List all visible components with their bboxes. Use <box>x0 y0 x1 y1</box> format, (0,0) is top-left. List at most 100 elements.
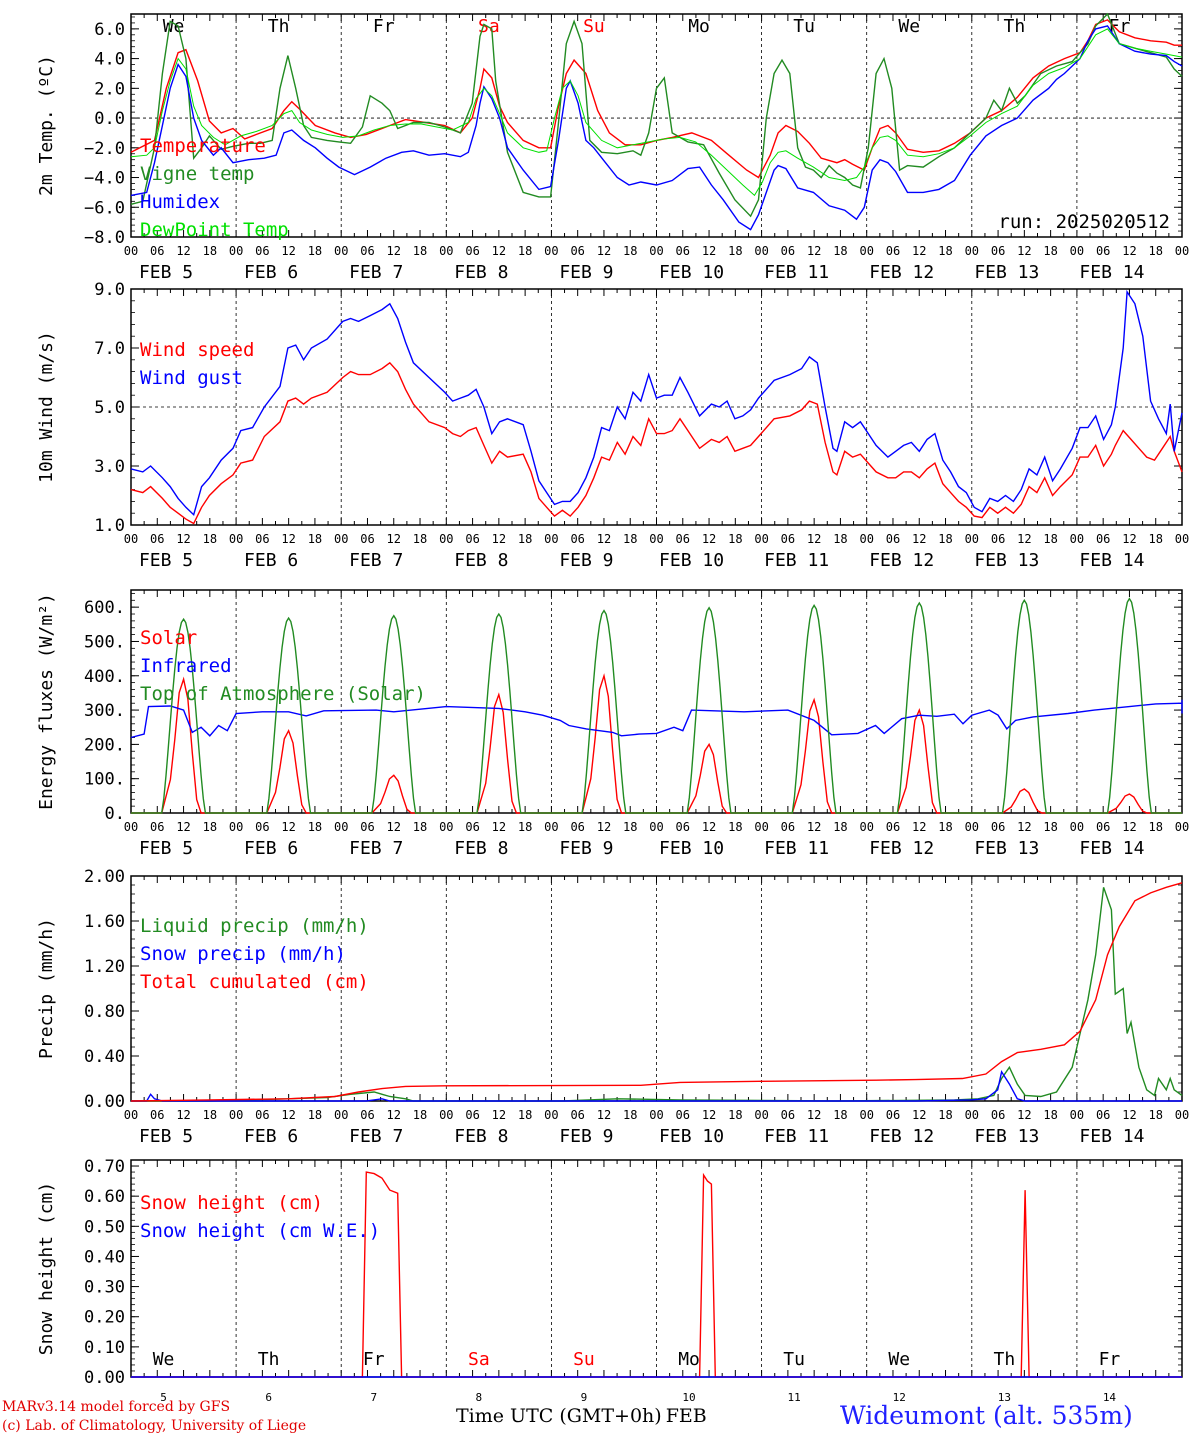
hour-tick-label: 00 <box>754 244 768 258</box>
hour-tick-label: 06 <box>150 244 164 258</box>
hour-tick-label: 00 <box>544 244 558 258</box>
hour-tick-label: 18 <box>518 1108 532 1122</box>
hour-tick-label: 12 <box>1122 532 1136 546</box>
hour-tick-label: 06 <box>255 820 269 834</box>
hour-tick-label: 18 <box>1148 1108 1162 1122</box>
hour-tick-label: 12 <box>702 1108 716 1122</box>
hour-tick-label: 18 <box>728 1108 742 1122</box>
hour-tick-label: 00 <box>649 1108 663 1122</box>
hour-tick-label: 12 <box>912 244 926 258</box>
hour-tick-label: 00 <box>229 532 243 546</box>
day-number-label: 10 <box>682 1391 695 1404</box>
hour-tick-label: 12 <box>387 244 401 258</box>
legend-entry: Snow height (cm) <box>140 1192 323 1214</box>
x-axis-title: Time UTC (GMT+0h) FEB <box>456 1405 711 1427</box>
y-tick-label: 0. <box>105 804 125 824</box>
y-tick-label: 1.20 <box>84 957 125 977</box>
date-label: FEB 14 <box>1079 838 1144 859</box>
hour-tick-label: 12 <box>387 532 401 546</box>
hour-tick-label: 12 <box>1122 1108 1136 1122</box>
weekday-label: Su <box>583 16 605 37</box>
hour-tick-label: 12 <box>281 532 295 546</box>
hour-tick-label: 12 <box>912 1108 926 1122</box>
hour-tick-label: 18 <box>728 820 742 834</box>
hour-tick-label: 18 <box>413 244 427 258</box>
y-tick-label: 500. <box>84 632 125 652</box>
hour-tick-label: 06 <box>1096 244 1110 258</box>
hour-tick-label: 00 <box>229 1108 243 1122</box>
hour-tick-label: 00 <box>1175 532 1189 546</box>
hour-tick-label: 18 <box>1148 820 1162 834</box>
date-label: FEB 5 <box>139 838 193 859</box>
date-label: FEB 8 <box>454 550 508 571</box>
day-number-label: 6 <box>265 1391 272 1404</box>
hour-tick-label: 06 <box>991 1108 1005 1122</box>
hour-tick-label: 18 <box>413 532 427 546</box>
date-label: FEB 10 <box>659 1126 724 1147</box>
hour-tick-label: 12 <box>281 1108 295 1122</box>
hour-tick-label: 18 <box>1043 1108 1057 1122</box>
weekday-label: Tu <box>783 1349 805 1370</box>
weekday-label: Tu <box>793 16 815 37</box>
date-label: FEB 5 <box>139 1126 193 1147</box>
hour-tick-label: 12 <box>1122 244 1136 258</box>
hour-tick-label: 00 <box>124 244 138 258</box>
y-tick-label: 0.0 <box>94 109 125 129</box>
hour-tick-label: 12 <box>281 244 295 258</box>
date-label: FEB 10 <box>659 838 724 859</box>
hour-tick-label: 06 <box>886 532 900 546</box>
weekday-label: Fr <box>363 1349 385 1370</box>
day-number-label: 11 <box>788 1391 801 1404</box>
day-number-label: 13 <box>998 1391 1011 1404</box>
series-line-snow-precip-mm-h- <box>131 1069 1182 1102</box>
hour-tick-label: 06 <box>360 244 374 258</box>
weekday-label: We <box>163 16 185 37</box>
hour-tick-label: 12 <box>597 244 611 258</box>
hour-tick-label: 18 <box>938 820 952 834</box>
panel-precip: 0.00 0.40 0.80 1.20 1.60 2.00 Precip (mm/h) 00 0… <box>36 867 1189 1147</box>
hour-tick-label: 12 <box>912 532 926 546</box>
weekday-label: Th <box>268 16 290 37</box>
y-tick-label: −8.0 <box>84 228 125 248</box>
hour-tick-label: 00 <box>334 820 348 834</box>
hour-tick-label: 06 <box>360 1108 374 1122</box>
hour-tick-label: 18 <box>308 820 322 834</box>
date-label: FEB 6 <box>244 262 298 283</box>
legend-entry: Vigne temp <box>140 163 254 185</box>
hour-tick-label: 00 <box>124 532 138 546</box>
y-tick-label: 600. <box>84 598 125 618</box>
legend-entry: Infrared <box>140 655 232 677</box>
hour-tick-label: 00 <box>965 244 979 258</box>
hour-tick-label: 06 <box>676 244 690 258</box>
panel-wind: 1.0 3.0 5.0 7.0 9.0 10m Wind (m/s) 00 06 12 18 FEB… <box>36 280 1189 571</box>
day-number-label: 8 <box>476 1391 483 1404</box>
series-line-top-of-atmosphere-solar- <box>131 597 1182 814</box>
y-tick-label: 0.00 <box>84 1368 125 1388</box>
date-label: FEB 11 <box>764 838 829 859</box>
weekday-label: Fr <box>1099 1349 1121 1370</box>
y-tick-label: 1.60 <box>84 912 125 932</box>
hour-tick-label: 12 <box>807 244 821 258</box>
y-axis-label: 2m Temp. (ºC) <box>36 55 57 196</box>
hour-tick-label: 18 <box>728 532 742 546</box>
hour-tick-label: 06 <box>886 820 900 834</box>
hour-tick-label: 00 <box>1070 1108 1084 1122</box>
hour-tick-label: 06 <box>255 244 269 258</box>
hour-tick-label: 00 <box>334 532 348 546</box>
hour-tick-label: 00 <box>859 820 873 834</box>
hour-tick-label: 06 <box>781 820 795 834</box>
y-tick-label: 0.40 <box>84 1047 125 1067</box>
hour-tick-label: 06 <box>255 1108 269 1122</box>
hour-tick-label: 00 <box>1175 820 1189 834</box>
hour-tick-label: 18 <box>938 1108 952 1122</box>
hour-tick-label: 06 <box>465 1108 479 1122</box>
hour-tick-label: 00 <box>1175 244 1189 258</box>
date-label: FEB 10 <box>659 262 724 283</box>
hour-tick-label: 12 <box>387 1108 401 1122</box>
hour-tick-label: 00 <box>334 1108 348 1122</box>
date-label: FEB 11 <box>764 262 829 283</box>
hour-tick-label: 12 <box>281 820 295 834</box>
hour-tick-label: 00 <box>229 820 243 834</box>
date-label: FEB 7 <box>349 838 403 859</box>
